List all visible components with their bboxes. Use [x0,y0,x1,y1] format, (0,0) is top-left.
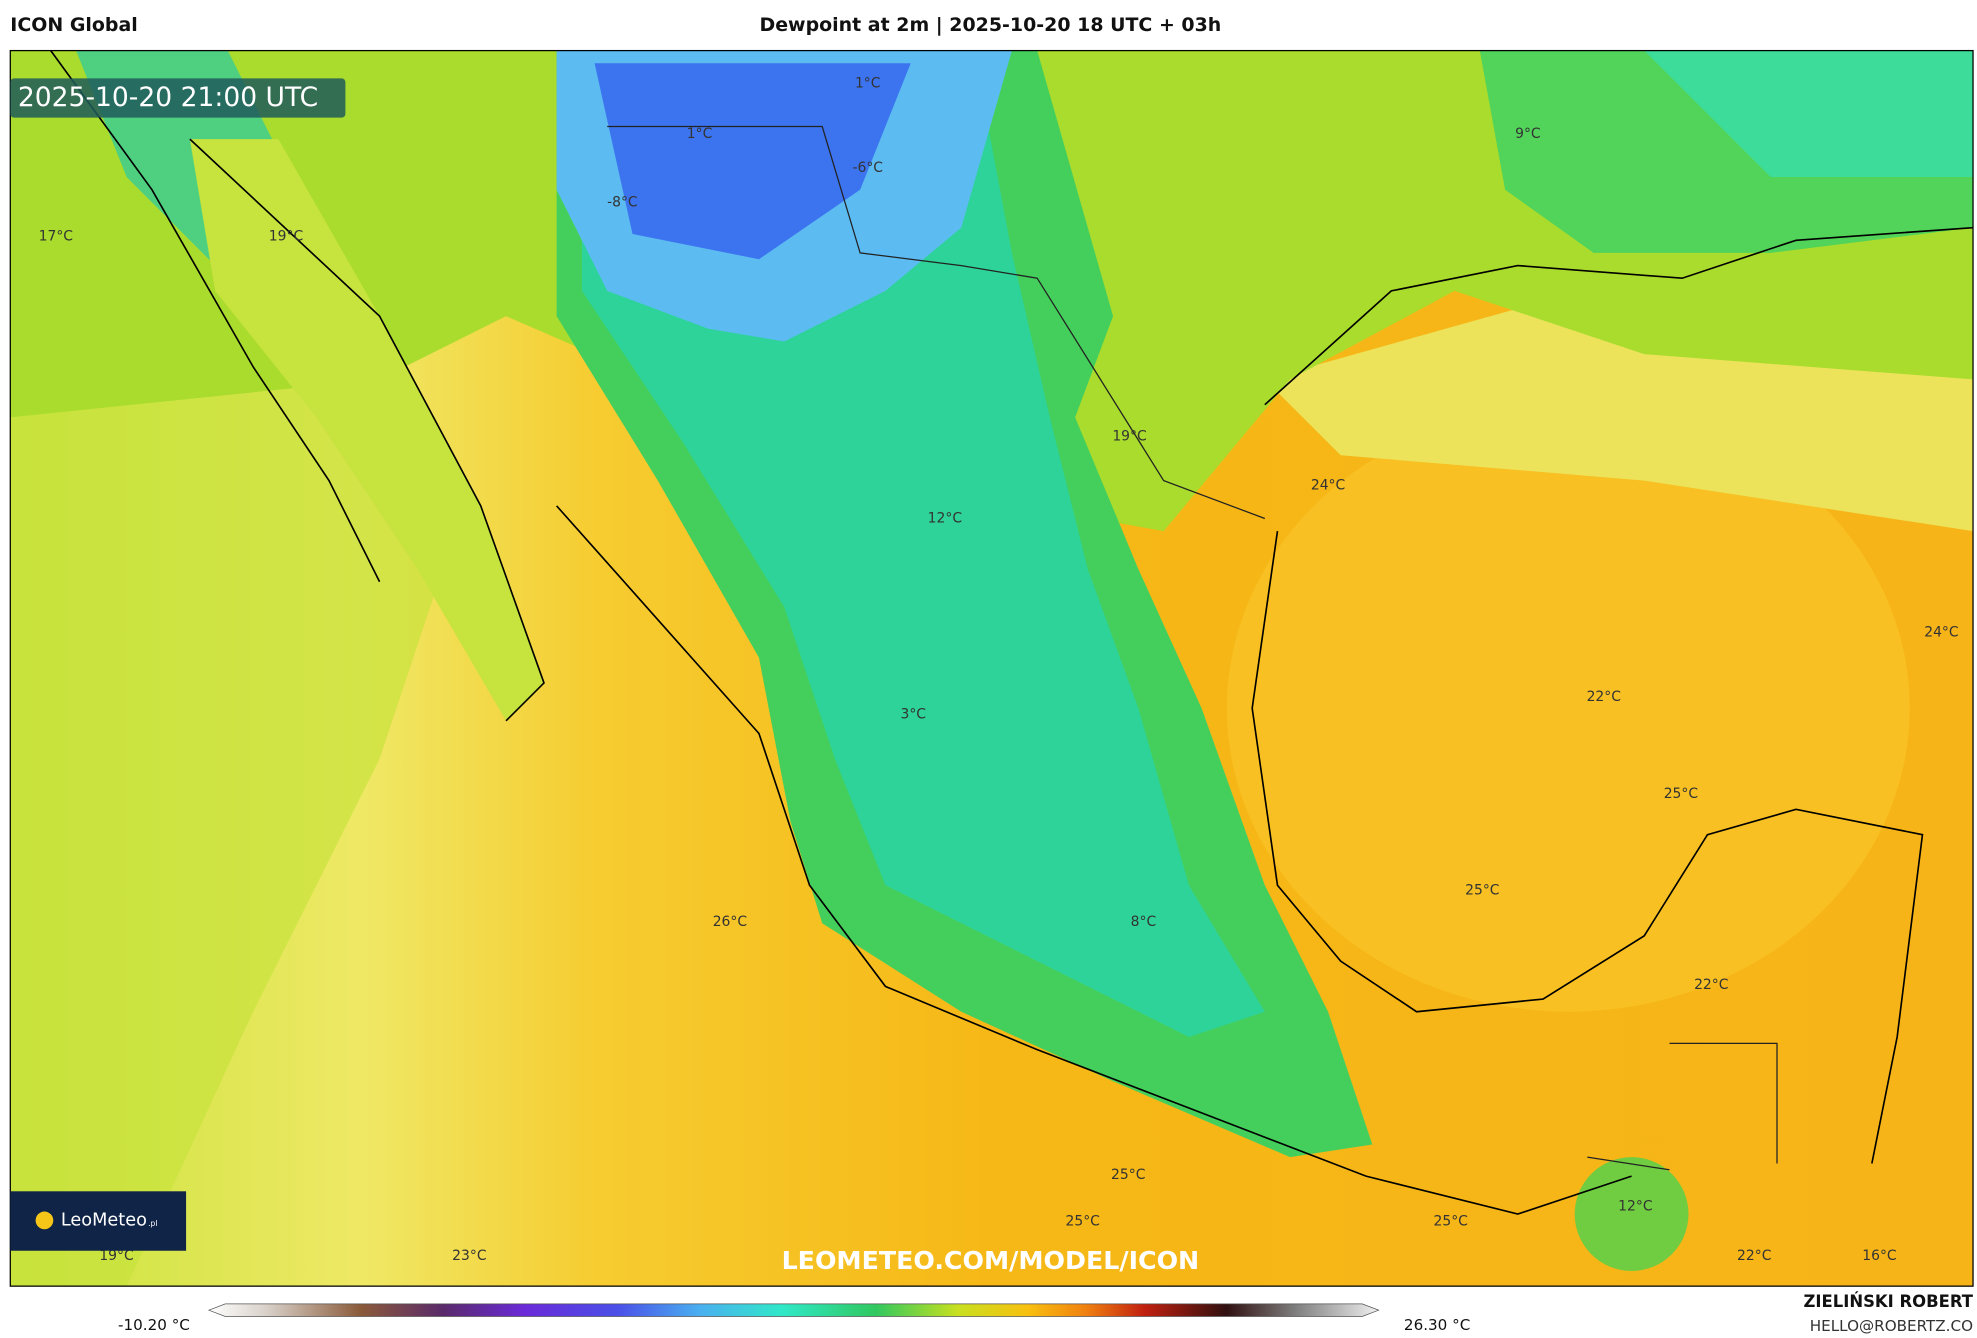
map-label: 24°C [1311,478,1345,494]
model-name: ICON Global [10,14,137,36]
map-label: -8°C [607,194,638,210]
watermark: LEOMETEO.COM/MODEL/ICON [782,1246,1200,1275]
logo-suffix: .pl [148,1219,157,1228]
map-label: 1°C [687,126,713,142]
timestamp: 2025-10-20 21:00 UTC [18,82,318,113]
map [10,50,1974,1287]
colorbar-bar [207,1303,1380,1317]
map-label: 17°C [39,228,73,244]
map-label: 25°C [1111,1167,1145,1183]
logo-sun [35,1211,54,1230]
colorbar-max: 26.30 °C [1404,1316,1470,1334]
map-title: Dewpoint at 2m | 2025-10-20 18 UTC + 03h [759,14,1221,36]
colorbar-min: -10.20 °C [118,1316,190,1334]
map-label: 22°C [1737,1248,1771,1264]
map-label: 25°C [1434,1214,1468,1230]
map-label: 19°C [1112,428,1146,444]
map-label: -6°C [852,160,883,176]
map-label: 19°C [269,228,303,244]
author-name: ZIELIŃSKI ROBERT [1803,1292,1973,1311]
map-label: 24°C [1924,624,1958,640]
map-label: 12°C [928,511,962,527]
map-label: 1°C [855,75,881,91]
map-label: 8°C [1131,914,1157,930]
map-label: 19°C [99,1248,133,1264]
map-label: 23°C [452,1248,486,1264]
map-label: 22°C [1694,977,1728,993]
map-labels: 1°C 1°C -6°C -8°C 17°C 19°C 9°C 19°C 24°… [39,75,1959,1263]
colorbar [207,1303,1380,1317]
timestamp-box [10,78,346,118]
map-label: 26°C [713,914,747,930]
logo-text: LeoMeteo [61,1210,147,1230]
map-label: 12°C [1618,1198,1652,1214]
map-label: 16°C [1862,1248,1896,1264]
map-label: 9°C [1515,126,1541,142]
map-label: 25°C [1066,1214,1100,1230]
map-label: 22°C [1587,689,1621,705]
map-label: 25°C [1465,882,1499,898]
map-label: 3°C [900,707,926,723]
map-label: 25°C [1664,786,1698,802]
author-email: HELLO@ROBERTZ.CO [1810,1317,1973,1335]
